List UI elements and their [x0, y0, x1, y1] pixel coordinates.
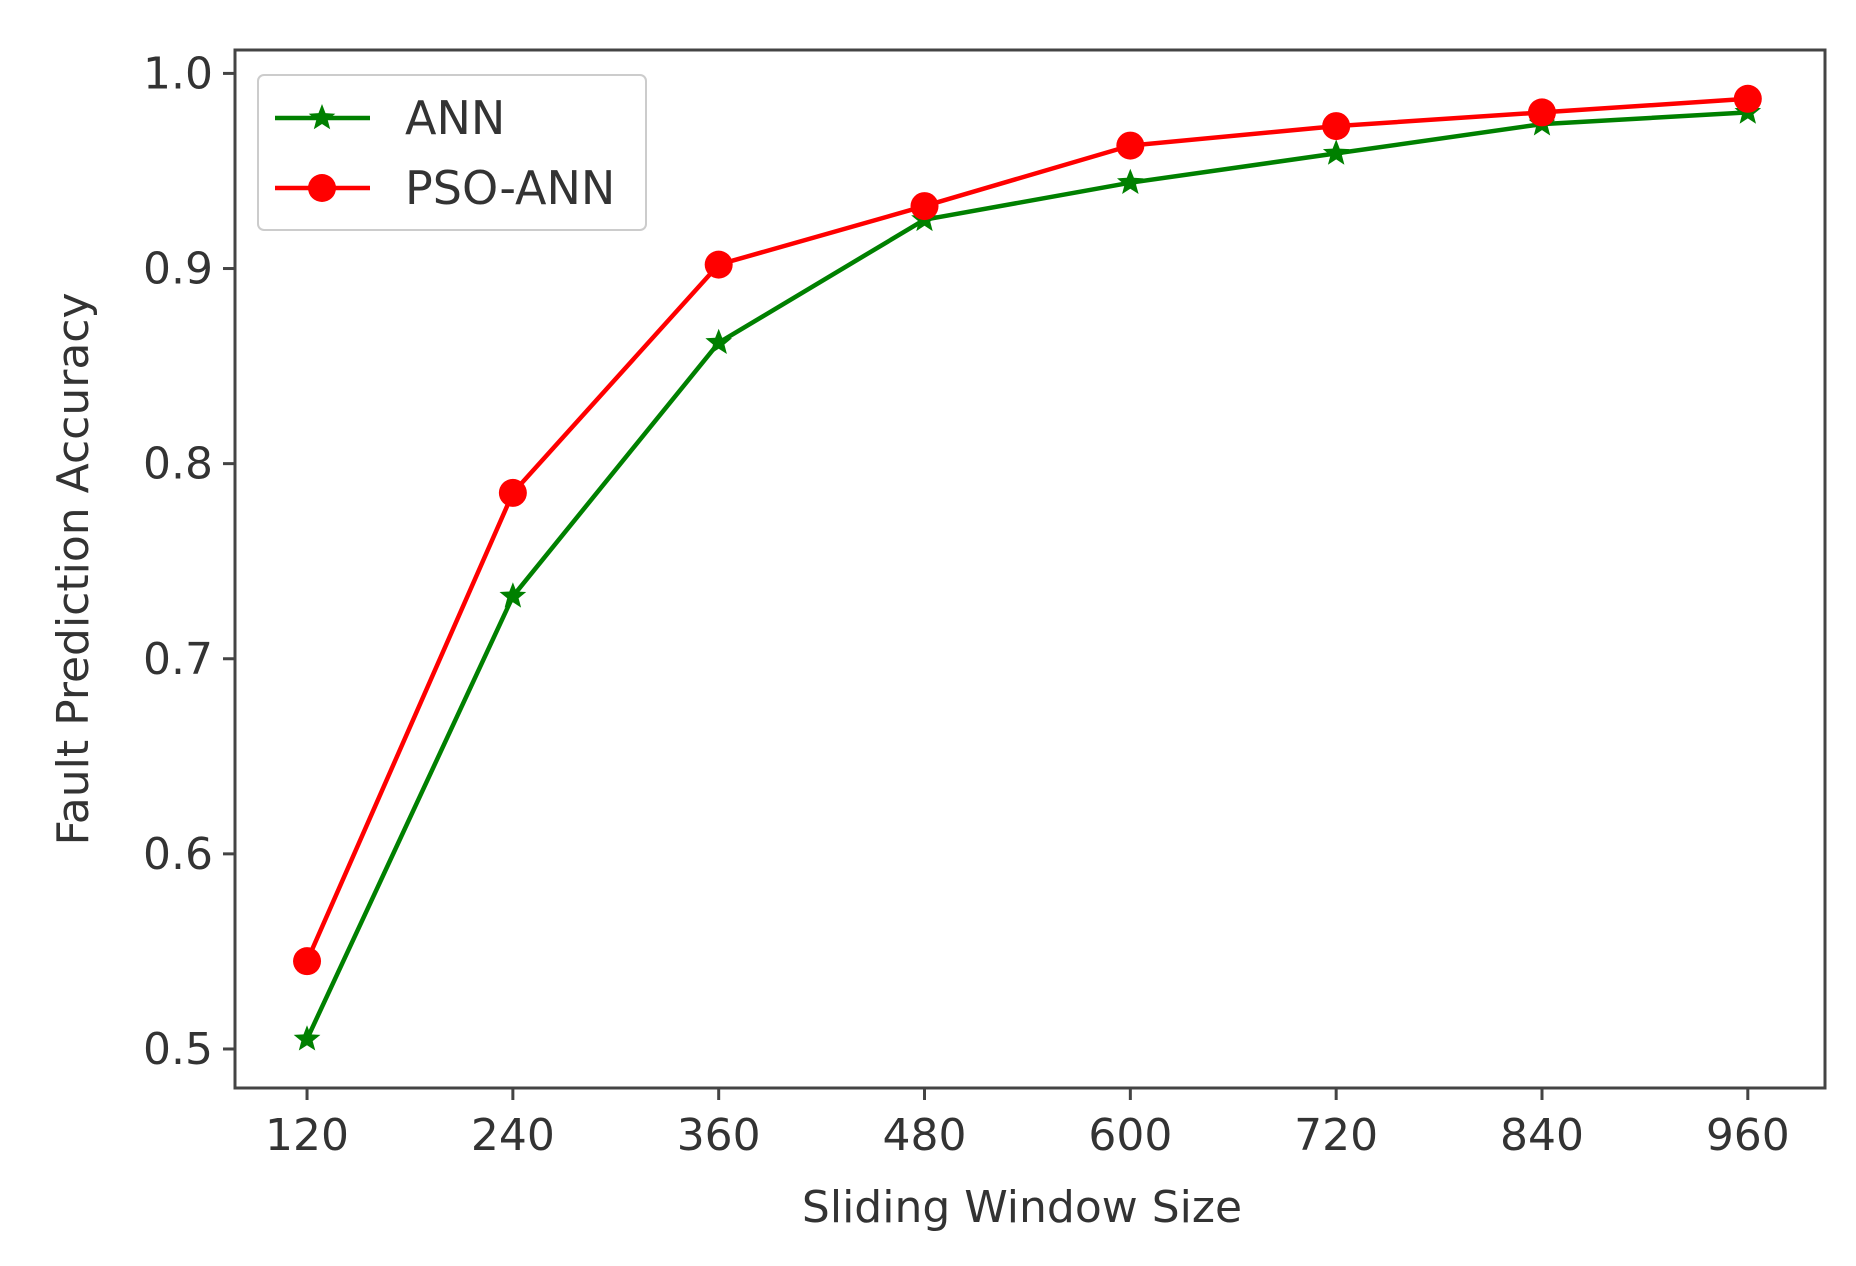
- x-tick-label: 480: [883, 1110, 967, 1161]
- data-point: [293, 1025, 321, 1051]
- data-point: [293, 947, 322, 976]
- data-point: [1116, 131, 1145, 160]
- series-line-ann: [304, 110, 1751, 1042]
- plot-series: [293, 84, 1762, 1051]
- data-point: [1322, 139, 1350, 165]
- x-tick-label: 240: [471, 1110, 555, 1161]
- y-tick-label: 0.6: [143, 829, 213, 880]
- legend-label: ANN: [405, 91, 505, 145]
- data-point: [705, 328, 732, 354]
- y-tick-label: 1.0: [143, 48, 213, 99]
- x-tick-label: 360: [677, 1110, 761, 1161]
- x-axis-label: Sliding Window Size: [802, 1182, 1242, 1233]
- data-point: [498, 478, 527, 507]
- legend-label: PSO-ANN: [405, 161, 615, 215]
- data-point: [499, 582, 527, 608]
- x-tick-label: 960: [1706, 1110, 1790, 1161]
- legend-marker: [308, 174, 336, 202]
- x-tick-label: 720: [1294, 1110, 1378, 1161]
- data-point: [1322, 112, 1351, 141]
- x-tick-label: 120: [265, 1110, 349, 1161]
- y-tick-label: 0.5: [143, 1024, 213, 1075]
- x-tick-label: 600: [1088, 1110, 1172, 1161]
- x-tick-label: 840: [1500, 1110, 1584, 1161]
- series-line-pso-ann: [304, 96, 1751, 964]
- data-point: [1527, 98, 1556, 127]
- y-tick-label: 0.8: [143, 439, 213, 490]
- legend-box: [257, 74, 647, 231]
- y-axis-label: Fault Prediction Accuracy: [48, 292, 99, 845]
- data-point: [704, 250, 733, 279]
- plot-frame: [233, 48, 1827, 1090]
- data-point: [1733, 84, 1762, 113]
- data-point: [910, 192, 939, 221]
- legend: ANN PSO-ANN: [257, 74, 647, 231]
- x-axis: 120 240 360 480 600 720 840 960: [265, 1088, 1790, 1161]
- y-tick-label: 0.7: [143, 634, 213, 685]
- legend-marker: [308, 104, 336, 130]
- data-point: [1117, 168, 1144, 194]
- y-axis: 0.5 0.6 0.7 0.8 0.9 1.0: [143, 48, 235, 1075]
- y-tick-label: 0.9: [143, 244, 213, 295]
